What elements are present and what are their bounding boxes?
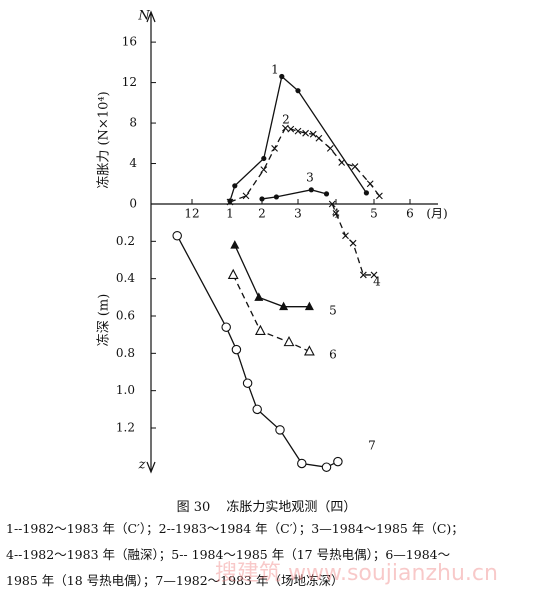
depth-tick-label: 0.2 xyxy=(116,234,135,248)
open-circle-marker xyxy=(275,425,285,435)
x-tick-label: 5 xyxy=(370,207,378,221)
series-label-3: 3 xyxy=(306,171,314,185)
open-triangle-marker xyxy=(227,268,239,279)
open-circle-marker xyxy=(297,458,307,469)
open-triangle-marker xyxy=(254,324,266,335)
cross-marker xyxy=(226,198,234,206)
legend-text: 1--1982～1983 年（C′）；2--1983～1984 年（C′）；3—… xyxy=(6,516,528,594)
y-tick-label: 0 xyxy=(129,197,137,211)
y-tick-label: 12 xyxy=(122,75,137,89)
y-axis-arrow-top xyxy=(146,10,156,23)
open-circle-marker xyxy=(221,322,231,332)
series-label-6: 6 xyxy=(329,348,337,362)
x-tick-label: 12 xyxy=(184,207,199,221)
dot-marker xyxy=(261,155,267,162)
x-tick-label: 3 xyxy=(294,207,302,221)
depth-tick-label: 0.6 xyxy=(116,309,135,323)
series-line-2 xyxy=(229,127,380,203)
series-line-7 xyxy=(176,235,339,468)
filled-triangle-marker xyxy=(254,292,264,301)
depth-tick-label: 0.4 xyxy=(116,271,135,285)
x-tick-label: 2 xyxy=(258,207,266,221)
figure-number: 图 30 xyxy=(176,500,211,515)
cross-marker xyxy=(376,192,383,200)
dot-marker xyxy=(259,196,265,202)
cross-marker xyxy=(326,144,334,152)
y-tick-label: 16 xyxy=(122,35,137,49)
open-circle-marker xyxy=(333,456,343,467)
legend-line: 4--1982～1983 年（融深）；5-- 1984～1985 年（17 号热… xyxy=(6,547,451,562)
open-circle-marker xyxy=(172,230,182,241)
open-circle-marker xyxy=(321,462,332,472)
series-line-3 xyxy=(261,189,327,200)
open-circle-marker xyxy=(252,404,262,415)
frost-heave-chart: Nz04812160.20.40.60.81.01.212123456(月)冻胀… xyxy=(96,9,448,474)
dot-marker xyxy=(323,191,330,197)
dot-marker xyxy=(227,198,233,204)
y-axis-title-force: 冻胀力 (N×10⁴) xyxy=(96,91,112,188)
y-axis-arrow-bottom xyxy=(146,461,156,474)
cross-marker xyxy=(287,125,295,133)
cross-marker xyxy=(282,124,289,132)
filled-triangle-marker xyxy=(279,301,289,311)
cross-marker xyxy=(332,209,340,217)
dot-marker xyxy=(295,88,301,94)
series-label-4: 4 xyxy=(373,275,381,289)
cross-marker xyxy=(328,200,336,208)
figure-caption: 图 30 冻胀力实地观测（四） xyxy=(0,496,533,515)
depth-tick-label: 1.2 xyxy=(116,421,135,435)
cross-marker xyxy=(260,166,268,173)
series-label-7: 7 xyxy=(368,439,376,453)
open-circle-marker xyxy=(231,344,242,355)
legend-line: 1985 年（18 号热电偶）；7—1982～1983 年（场地冻深） xyxy=(6,573,344,588)
cross-marker xyxy=(315,134,323,142)
cross-marker xyxy=(366,180,374,188)
series-label-2: 2 xyxy=(282,113,290,127)
series-line-6 xyxy=(232,274,310,353)
x-tick-label: 1 xyxy=(226,207,234,221)
y-tick-label: 8 xyxy=(129,116,137,130)
depth-tick-label: 1.0 xyxy=(116,383,135,397)
legend-line: 1--1982～1983 年（C′）；2--1983～1984 年（C′）；3—… xyxy=(6,521,464,536)
y-axis-letter-n: N xyxy=(137,9,150,24)
series-line-5 xyxy=(234,244,310,308)
cross-marker xyxy=(309,130,317,138)
cross-marker xyxy=(294,127,302,135)
depth-tick-label: 0.8 xyxy=(116,346,135,360)
x-axis-unit: (月) xyxy=(426,207,447,221)
watermark: 搜建筑 www.soujianzhu.cn xyxy=(215,561,498,586)
filled-triangle-marker xyxy=(230,240,240,249)
cross-marker xyxy=(349,239,357,247)
dot-marker xyxy=(232,183,238,189)
y-axis-letter-z: z xyxy=(138,458,146,473)
cross-marker xyxy=(271,144,278,152)
y-axis-title-depth: 冻深 (m) xyxy=(96,294,112,347)
dot-marker xyxy=(308,187,314,193)
dot-marker xyxy=(363,190,369,196)
figure-title: 冻胀力实地观测（四） xyxy=(226,500,357,515)
filled-triangle-marker xyxy=(304,301,314,311)
series-label-1: 1 xyxy=(271,63,279,77)
cross-marker xyxy=(242,192,250,200)
cross-marker xyxy=(342,232,349,240)
cross-marker xyxy=(359,271,367,279)
cross-marker xyxy=(338,159,346,166)
open-circle-marker xyxy=(242,378,253,388)
series-line-4 xyxy=(331,203,374,276)
cross-marker xyxy=(351,163,359,170)
series-label-5: 5 xyxy=(329,304,337,318)
open-triangle-marker xyxy=(283,335,295,347)
cross-marker xyxy=(302,129,309,137)
series-line-1 xyxy=(229,75,367,202)
dot-marker xyxy=(279,73,285,80)
open-triangle-marker xyxy=(303,345,315,356)
dot-marker xyxy=(273,194,279,200)
y-tick-label: 4 xyxy=(129,156,137,170)
cross-marker xyxy=(370,271,378,279)
x-tick-label: 6 xyxy=(406,207,414,221)
